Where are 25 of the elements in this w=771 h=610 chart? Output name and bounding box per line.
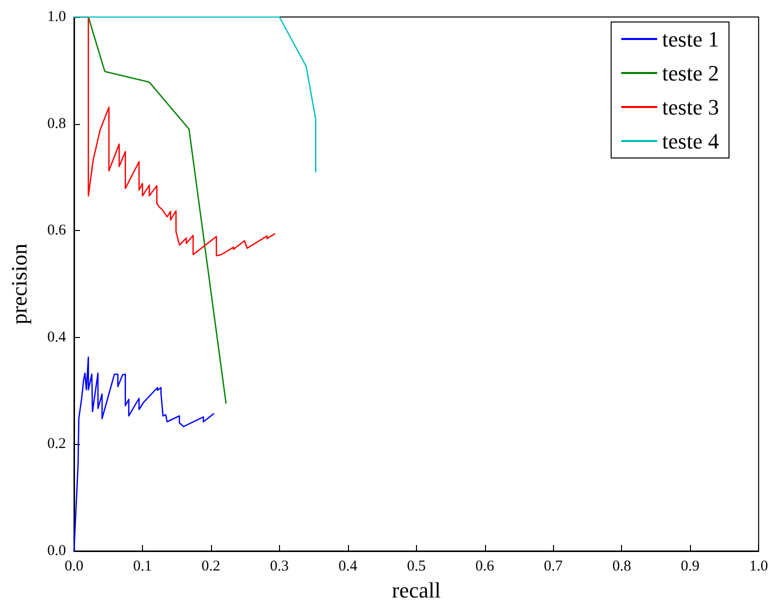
y-tick-label: 1.0 [47, 9, 66, 25]
y-tick-label: 0.4 [47, 329, 66, 346]
x-tick-label: 1.0 [749, 558, 768, 574]
x-tick-label: 0.9 [680, 558, 700, 574]
y-tick-label: 0.2 [47, 436, 66, 452]
line-series [73, 16, 316, 173]
line-series [73, 356, 214, 552]
x-axis-title: recall [392, 578, 441, 602]
legend-label: teste 1 [662, 26, 720, 52]
x-tick-label: 0.2 [202, 558, 220, 574]
legend-label: teste 2 [662, 60, 720, 86]
y-tick-label: 0.8 [47, 116, 66, 132]
x-tick-label: 0.8 [612, 558, 632, 574]
x-tick-label: 0.0 [64, 558, 84, 574]
y-axis-title: precision [6, 244, 32, 324]
x-tick-label: 0.5 [406, 558, 426, 574]
x-tick-label: 0.6 [475, 558, 495, 574]
y-tick-label: 0.0 [47, 543, 66, 559]
x-tick-label: 0.3 [270, 558, 289, 574]
x-tick-label: 0.1 [133, 558, 152, 574]
legend-label: teste 4 [662, 128, 720, 154]
y-tick-label: 0.6 [47, 222, 66, 239]
legend-label: teste 3 [662, 94, 720, 120]
x-tick-label: 0.7 [544, 558, 564, 574]
x-tick-label: 0.4 [338, 558, 358, 574]
